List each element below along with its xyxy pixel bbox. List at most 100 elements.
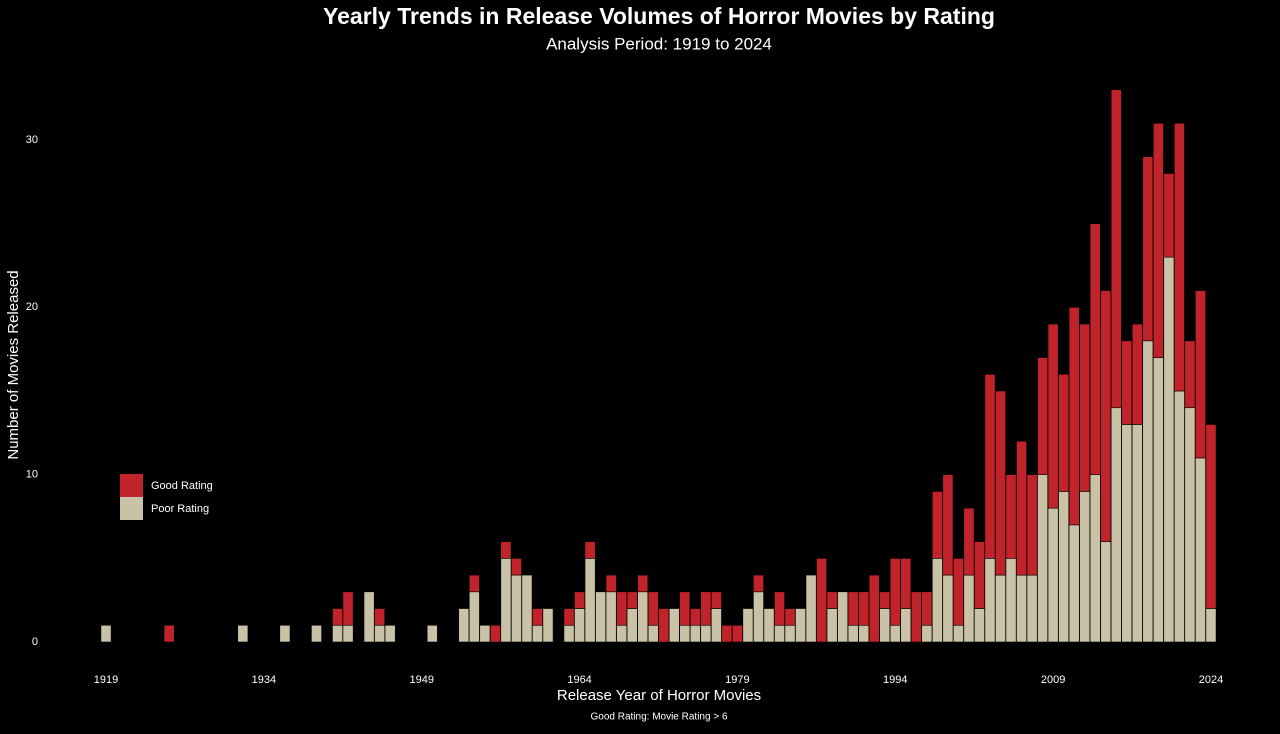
x-tick-label: 1934 xyxy=(252,674,276,686)
bar xyxy=(931,558,943,643)
bar xyxy=(900,608,912,643)
bar xyxy=(826,591,838,609)
bar xyxy=(574,591,585,609)
bar xyxy=(774,591,785,626)
legend-label: Good Rating xyxy=(151,480,213,492)
bar xyxy=(858,624,870,643)
x-axis-label: Release Year of Horror Movies xyxy=(557,687,761,704)
bar xyxy=(1005,558,1017,643)
bar xyxy=(784,624,796,643)
bar xyxy=(931,491,943,559)
bar xyxy=(279,624,291,643)
bar xyxy=(311,624,322,643)
bar xyxy=(637,574,649,593)
bar xyxy=(984,558,996,643)
bar xyxy=(921,624,933,643)
x-tick-label: 1919 xyxy=(94,674,118,686)
legend-swatch xyxy=(120,497,143,520)
x-tick-label: 1994 xyxy=(883,674,907,686)
bar xyxy=(1163,173,1175,258)
bar xyxy=(532,624,543,643)
chart-subtitle: Analysis Period: 1919 to 2024 xyxy=(546,34,772,53)
bar xyxy=(1079,491,1091,643)
bar xyxy=(679,591,691,626)
bar xyxy=(1131,424,1143,643)
bar xyxy=(1174,122,1185,392)
bar xyxy=(689,608,701,626)
bar xyxy=(1079,323,1091,492)
bar xyxy=(1142,156,1154,342)
bar xyxy=(500,558,512,643)
bar xyxy=(1174,390,1185,643)
bar xyxy=(237,624,249,643)
chart-title: Yearly Trends in Release Volumes of Horr… xyxy=(323,3,995,29)
bar xyxy=(468,591,480,643)
bar xyxy=(974,608,985,643)
bar xyxy=(374,624,386,643)
y-tick-label: 0 xyxy=(32,636,38,648)
bar xyxy=(468,574,480,593)
bar xyxy=(732,624,743,643)
bar xyxy=(963,574,975,643)
bar xyxy=(1016,440,1027,576)
bar xyxy=(1195,457,1206,643)
bar xyxy=(1205,608,1217,643)
bar xyxy=(363,591,375,643)
bar xyxy=(479,624,491,643)
bar xyxy=(100,624,112,643)
bar xyxy=(1184,340,1196,409)
bar xyxy=(847,624,859,643)
bar xyxy=(963,507,975,576)
caption: Good Rating: Movie Rating > 6 xyxy=(590,712,727,723)
bar xyxy=(458,608,470,643)
y-tick-label: 10 xyxy=(26,469,38,481)
bar xyxy=(816,558,828,643)
bar xyxy=(1005,474,1017,559)
bar xyxy=(574,608,585,643)
bar xyxy=(1026,474,1038,576)
bar xyxy=(1089,223,1101,475)
bar xyxy=(1058,373,1070,492)
y-tick-label: 20 xyxy=(26,301,38,313)
bar xyxy=(342,624,354,643)
bar xyxy=(668,608,680,643)
bar xyxy=(1110,89,1122,409)
bar xyxy=(616,624,628,643)
bar xyxy=(1037,357,1049,475)
bar xyxy=(1142,340,1154,643)
bar xyxy=(700,591,712,626)
bar xyxy=(532,608,543,626)
bar xyxy=(710,591,722,609)
bar xyxy=(605,591,617,643)
bar xyxy=(774,624,785,643)
bar xyxy=(984,373,996,559)
bar xyxy=(511,558,522,576)
bar xyxy=(647,591,659,626)
bar xyxy=(626,591,638,609)
bar xyxy=(1089,474,1101,643)
bar xyxy=(1121,424,1133,643)
bar xyxy=(1047,323,1059,509)
bar xyxy=(426,624,438,643)
bar xyxy=(1100,541,1112,643)
bar xyxy=(163,624,175,643)
legend-label: Poor Rating xyxy=(151,503,209,515)
bar xyxy=(1058,491,1070,643)
bar xyxy=(584,541,596,559)
bar xyxy=(910,591,922,643)
bar xyxy=(521,574,533,643)
bar xyxy=(953,558,964,626)
x-tick-label: 1949 xyxy=(409,674,433,686)
bar xyxy=(826,608,838,643)
bar xyxy=(1121,340,1133,425)
bar xyxy=(753,574,764,593)
bar xyxy=(595,591,607,643)
bar xyxy=(795,608,806,643)
x-tick-label: 2024 xyxy=(1199,674,1223,686)
bar xyxy=(1195,290,1206,459)
bar xyxy=(1131,323,1143,425)
bar xyxy=(710,608,722,643)
bar xyxy=(1026,574,1038,643)
bar xyxy=(889,558,901,626)
